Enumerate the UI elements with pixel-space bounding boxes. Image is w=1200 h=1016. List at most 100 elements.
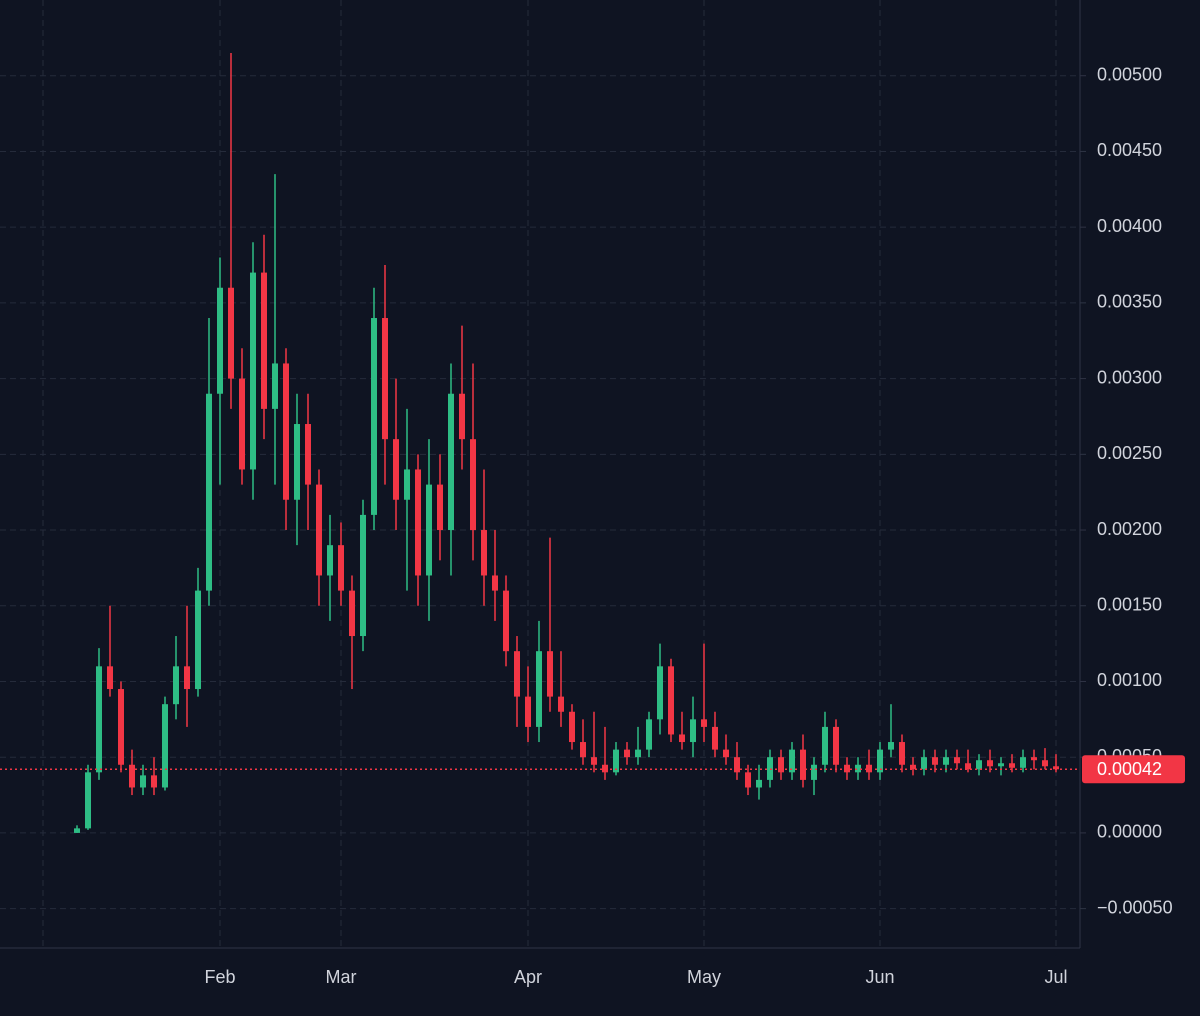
candle-body — [129, 764, 135, 788]
candle-body — [822, 726, 828, 765]
candle-body — [558, 696, 564, 712]
y-tick-label: 0.00200 — [1097, 519, 1162, 539]
candle-body — [250, 272, 256, 470]
candle-body — [591, 757, 597, 765]
candle-body — [624, 749, 630, 758]
candle-body — [206, 393, 212, 591]
x-tick-label: Feb — [204, 967, 235, 987]
candle-body — [272, 363, 278, 409]
candle-body — [756, 779, 762, 788]
candle-body — [239, 378, 245, 470]
candle-body — [987, 760, 993, 767]
candle-body — [778, 757, 784, 773]
candle-body — [954, 757, 960, 764]
candle-body — [382, 318, 388, 440]
candle-body — [492, 575, 498, 591]
candle-body — [1009, 763, 1015, 768]
candle-body — [393, 439, 399, 500]
candle-body — [415, 469, 421, 576]
candle-body — [338, 545, 344, 591]
candle-body — [195, 590, 201, 690]
candle-body — [1020, 757, 1026, 768]
x-tick-label: Apr — [514, 967, 542, 987]
candle-body — [525, 696, 531, 727]
candle-body — [459, 393, 465, 440]
last-price-label: 0.00042 — [1097, 759, 1162, 779]
x-tick-label: Jul — [1044, 967, 1067, 987]
x-tick-label: Mar — [326, 967, 357, 987]
y-tick-label: 0.00400 — [1097, 216, 1162, 236]
candle-body — [767, 757, 773, 780]
candle-body — [965, 763, 971, 770]
candle-body — [437, 484, 443, 531]
candle-body — [976, 760, 982, 770]
candle-body — [811, 764, 817, 780]
candle-body — [360, 514, 366, 637]
candle-body — [327, 545, 333, 576]
candle-body — [734, 757, 740, 773]
candle-body — [613, 749, 619, 773]
candle-body — [855, 764, 861, 773]
candle-body — [173, 666, 179, 705]
candle-body — [107, 666, 113, 690]
candle-body — [833, 726, 839, 765]
candle-body — [349, 590, 355, 637]
y-tick-label: 0.00150 — [1097, 595, 1162, 615]
candle-body — [371, 318, 377, 515]
candle-body — [448, 393, 454, 531]
candle-body — [261, 272, 267, 409]
candle-body — [844, 764, 850, 773]
candle-body — [74, 828, 80, 833]
candle-body — [217, 287, 223, 394]
candle-body — [569, 711, 575, 743]
candle-body — [723, 749, 729, 758]
candle-body — [305, 424, 311, 485]
candle-body — [877, 749, 883, 773]
candle-body — [294, 424, 300, 500]
candle-body — [910, 764, 916, 770]
candle-body — [635, 749, 641, 758]
y-tick-label: 0.00300 — [1097, 367, 1162, 387]
candle-body — [943, 757, 949, 765]
candle-body — [580, 742, 586, 758]
candle-body — [503, 590, 509, 652]
y-tick-label: 0.00100 — [1097, 670, 1162, 690]
candle-body — [514, 651, 520, 697]
candle-body — [701, 719, 707, 727]
candle-body — [712, 726, 718, 750]
candle-body — [998, 763, 1004, 767]
candle-body — [85, 772, 91, 829]
candle-body — [118, 689, 124, 765]
candle-body — [404, 469, 410, 500]
candle-body — [866, 764, 872, 773]
candle-body — [668, 666, 674, 735]
y-tick-label: −0.00050 — [1097, 897, 1173, 917]
candle-body — [162, 704, 168, 788]
candle-body — [536, 651, 542, 727]
candle-body — [1042, 760, 1048, 767]
candle-body — [888, 742, 894, 750]
candle-body — [470, 439, 476, 531]
candle-body — [228, 287, 234, 379]
candle-body — [745, 772, 751, 788]
candle-body — [283, 363, 289, 500]
candle-body — [547, 651, 553, 697]
x-tick-label: Jun — [865, 967, 894, 987]
last-price-box — [1082, 755, 1185, 784]
candle-body — [426, 484, 432, 576]
candle-body — [1053, 766, 1059, 770]
candle-body — [789, 749, 795, 773]
candle-body — [184, 666, 190, 690]
candle-body — [800, 749, 806, 780]
candle-body — [932, 757, 938, 765]
candle-body — [657, 666, 663, 720]
candle-body — [602, 764, 608, 773]
candle-body — [481, 530, 487, 576]
candle-body — [151, 775, 157, 788]
y-tick-label: 0.00350 — [1097, 292, 1162, 312]
candle-body — [921, 757, 927, 770]
candle-body — [646, 719, 652, 750]
